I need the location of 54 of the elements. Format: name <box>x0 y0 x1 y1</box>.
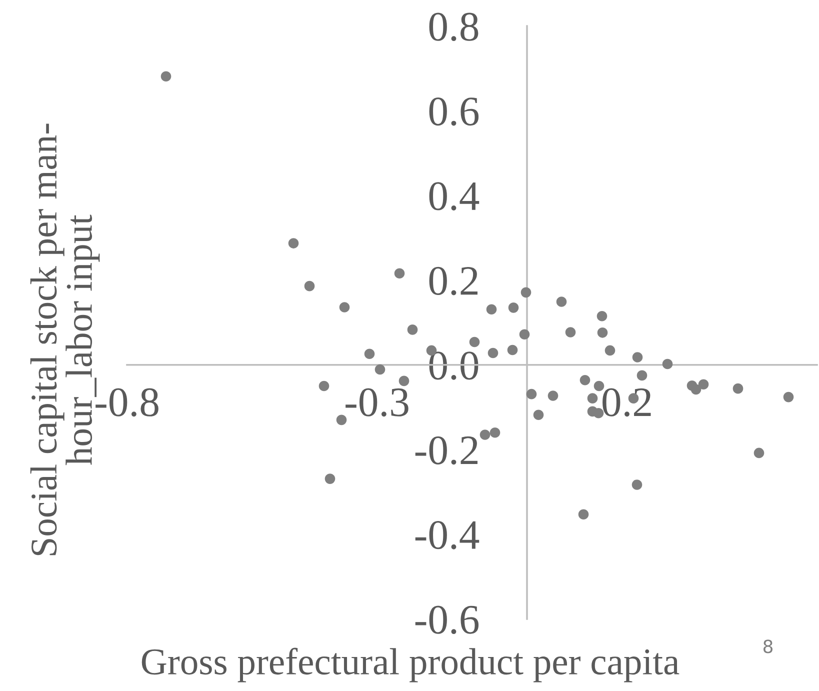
point <box>486 304 497 315</box>
point <box>533 410 544 420</box>
y-tick-label: 0.2 <box>429 266 478 296</box>
point <box>520 287 532 298</box>
point <box>480 430 490 440</box>
point <box>160 71 172 82</box>
point <box>394 268 405 279</box>
point <box>632 480 642 490</box>
point <box>754 448 764 458</box>
point <box>519 329 530 340</box>
point <box>324 474 336 484</box>
point <box>632 352 643 362</box>
point <box>364 348 375 359</box>
point <box>594 380 604 392</box>
x-tick-label: -0.8 <box>96 388 158 417</box>
x-tick-label: -0.3 <box>346 388 408 417</box>
x-axis-title: Gross prefectural product per capita <box>142 648 680 682</box>
point <box>556 296 567 307</box>
y-tick-label: -0.2 <box>415 436 478 465</box>
y-tick-label: 0.6 <box>429 97 479 126</box>
point <box>698 379 709 390</box>
point <box>304 280 315 292</box>
point <box>526 388 537 400</box>
point <box>580 374 590 386</box>
point <box>407 324 418 335</box>
point <box>508 302 519 313</box>
point <box>587 393 598 404</box>
point <box>565 327 576 338</box>
point <box>336 414 347 426</box>
y-tick-label: 0.8 <box>429 12 478 42</box>
y-tick-label: -0.6 <box>415 606 479 634</box>
point <box>604 345 616 356</box>
point <box>318 380 330 392</box>
point <box>597 328 608 338</box>
point <box>783 392 794 402</box>
point <box>288 238 299 248</box>
y-tick-label: 0.4 <box>429 182 480 210</box>
point <box>732 383 744 394</box>
point <box>398 376 410 386</box>
point <box>490 427 500 438</box>
point <box>596 310 608 322</box>
point <box>339 302 350 312</box>
text: 8 <box>763 640 773 654</box>
point <box>690 384 702 395</box>
point <box>548 390 558 401</box>
x-tick-label: 0.2 <box>602 388 651 417</box>
point <box>662 358 673 370</box>
point <box>488 348 498 358</box>
point <box>578 509 589 520</box>
point <box>507 344 518 356</box>
point <box>469 336 480 348</box>
y-tick-label: -0.4 <box>415 521 480 550</box>
point <box>374 364 386 375</box>
point <box>636 370 648 381</box>
